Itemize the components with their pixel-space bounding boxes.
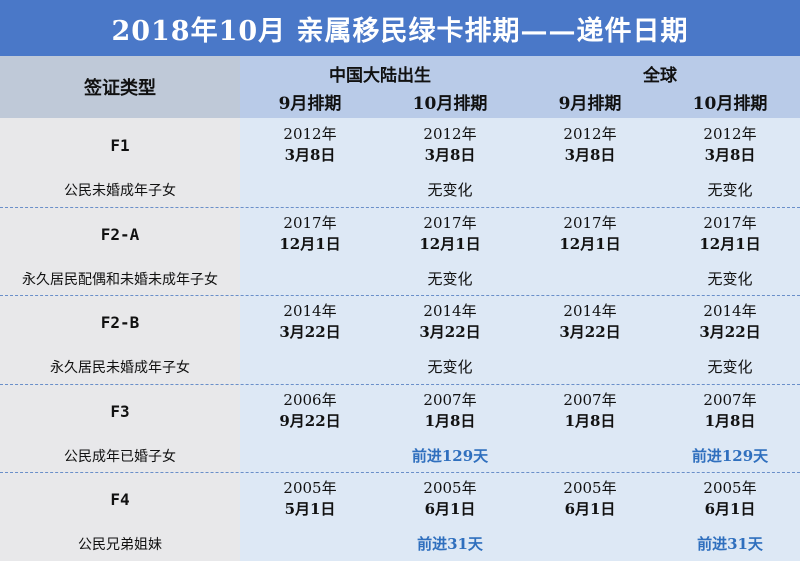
- date-day: 6月1日: [704, 500, 756, 519]
- header-global-oct: 10月排期: [692, 93, 768, 114]
- date-cell: 2017年 12月1日: [380, 213, 520, 255]
- change-china: 无变化: [427, 269, 473, 288]
- visa-description: 公民兄弟姐妹: [78, 537, 162, 554]
- header-china-oct: 10月排期: [412, 93, 488, 114]
- header-group-china: 中国大陆出生: [329, 65, 431, 86]
- date-year: 2005年: [423, 479, 477, 498]
- date-cell: 2014年 3月22日: [240, 301, 380, 343]
- visa-code: F3: [110, 401, 130, 421]
- change-global: 无变化: [707, 358, 753, 377]
- date-year: 2005年: [283, 479, 337, 498]
- date-year: 2005年: [703, 479, 757, 498]
- visa-code: F2-B: [100, 313, 140, 333]
- date-cell: 2005年 6月1日: [380, 478, 520, 520]
- header-china-sep: 9月排期: [278, 93, 342, 114]
- date-day: 12月1日: [279, 234, 341, 253]
- date-cell: 2012年 3月8日: [240, 124, 380, 166]
- header-group-global: 全球: [643, 65, 677, 86]
- date-day: 1月8日: [704, 411, 756, 430]
- visa-type-column: [0, 118, 240, 561]
- date-year: 2012年: [283, 125, 337, 143]
- change-global: 前进31天: [697, 535, 763, 554]
- change-china: 前进31天: [417, 535, 483, 554]
- date-day: 3月22日: [279, 323, 341, 342]
- change-global: 无变化: [707, 269, 753, 288]
- date-cell: 2005年 6月1日: [660, 478, 800, 520]
- date-cell: 2012年 3月8日: [520, 124, 660, 166]
- date-day: 3月8日: [704, 146, 756, 164]
- date-day: 5月1日: [284, 500, 336, 519]
- change-global: 无变化: [707, 181, 753, 199]
- date-day: 12月1日: [419, 234, 481, 253]
- date-day: 1月8日: [424, 411, 476, 430]
- visa-description: 公民成年已婚子女: [64, 448, 176, 465]
- date-year: 2017年: [703, 213, 757, 232]
- date-cell: 2017年 12月1日: [660, 213, 800, 255]
- change-china: 无变化: [427, 358, 473, 377]
- date-cell: 2014年 3月22日: [660, 301, 800, 343]
- date-day: 3月8日: [284, 146, 336, 164]
- visa-description: 永久居民未婚成年子女: [50, 360, 190, 377]
- date-year: 2012年: [703, 125, 757, 143]
- date-day: 3月8日: [564, 146, 616, 164]
- date-year: 2012年: [563, 125, 617, 143]
- date-year: 2005年: [563, 479, 617, 498]
- date-day: 6月1日: [564, 500, 616, 519]
- date-year: 2007年: [563, 390, 617, 409]
- change-global: 前进129天: [691, 446, 769, 465]
- date-day: 9月22日: [279, 411, 341, 430]
- date-year: 2017年: [423, 213, 477, 232]
- date-cell: 2017年 12月1日: [240, 213, 380, 255]
- date-year: 2006年: [283, 390, 337, 409]
- header-visa-type: 签证类型: [0, 56, 240, 118]
- date-day: 3月22日: [419, 323, 481, 342]
- date-year: 2007年: [703, 390, 757, 409]
- date-cell: 2006年 9月22日: [240, 390, 380, 432]
- date-year: 2017年: [283, 213, 337, 232]
- page-title: 2018年10月 亲属移民绿卡排期——递件日期: [0, 0, 800, 56]
- date-cell: 2012年 3月8日: [660, 124, 800, 166]
- date-cell: 2007年 1月8日: [520, 390, 660, 432]
- date-year: 2014年: [703, 302, 757, 321]
- change-china: 前进129天: [411, 446, 489, 465]
- row-separator: [0, 295, 800, 297]
- dates-area: [240, 118, 800, 561]
- date-year: 2014年: [423, 302, 477, 321]
- row-separator: [0, 206, 800, 208]
- header-global-sep: 9月排期: [558, 93, 622, 114]
- date-year: 2017年: [563, 213, 617, 232]
- date-day: 3月22日: [559, 323, 621, 342]
- visa-description: 公民未婚成年子女: [64, 183, 176, 199]
- date-day: 12月1日: [699, 234, 761, 253]
- date-year: 2012年: [423, 125, 477, 143]
- row-separator: [0, 383, 800, 385]
- date-year: 2007年: [423, 390, 477, 409]
- date-day: 3月8日: [424, 146, 476, 164]
- date-cell: 2012年 3月8日: [380, 124, 520, 166]
- date-cell: 2014年 3月22日: [380, 301, 520, 343]
- date-cell: 2007年 1月8日: [380, 390, 520, 432]
- date-cell: 2014年 3月22日: [520, 301, 660, 343]
- date-year: 2014年: [563, 302, 617, 321]
- date-day: 1月8日: [564, 411, 616, 430]
- date-day: 12月1日: [559, 234, 621, 253]
- date-cell: 2017年 12月1日: [520, 213, 660, 255]
- date-day: 3月22日: [699, 323, 761, 342]
- date-year: 2014年: [283, 302, 337, 321]
- date-day: 6月1日: [424, 500, 476, 519]
- date-cell: 2005年 5月1日: [240, 478, 380, 520]
- visa-code: F4: [110, 490, 130, 510]
- visa-description: 永久居民配偶和未婚未成年子女: [22, 271, 218, 288]
- row-separator: [0, 472, 800, 474]
- date-cell: 2007年 1月8日: [660, 390, 800, 432]
- visa-code: F1: [110, 136, 130, 155]
- date-cell: 2005年 6月1日: [520, 478, 660, 520]
- change-china: 无变化: [427, 181, 473, 199]
- visa-code: F2-A: [100, 224, 140, 244]
